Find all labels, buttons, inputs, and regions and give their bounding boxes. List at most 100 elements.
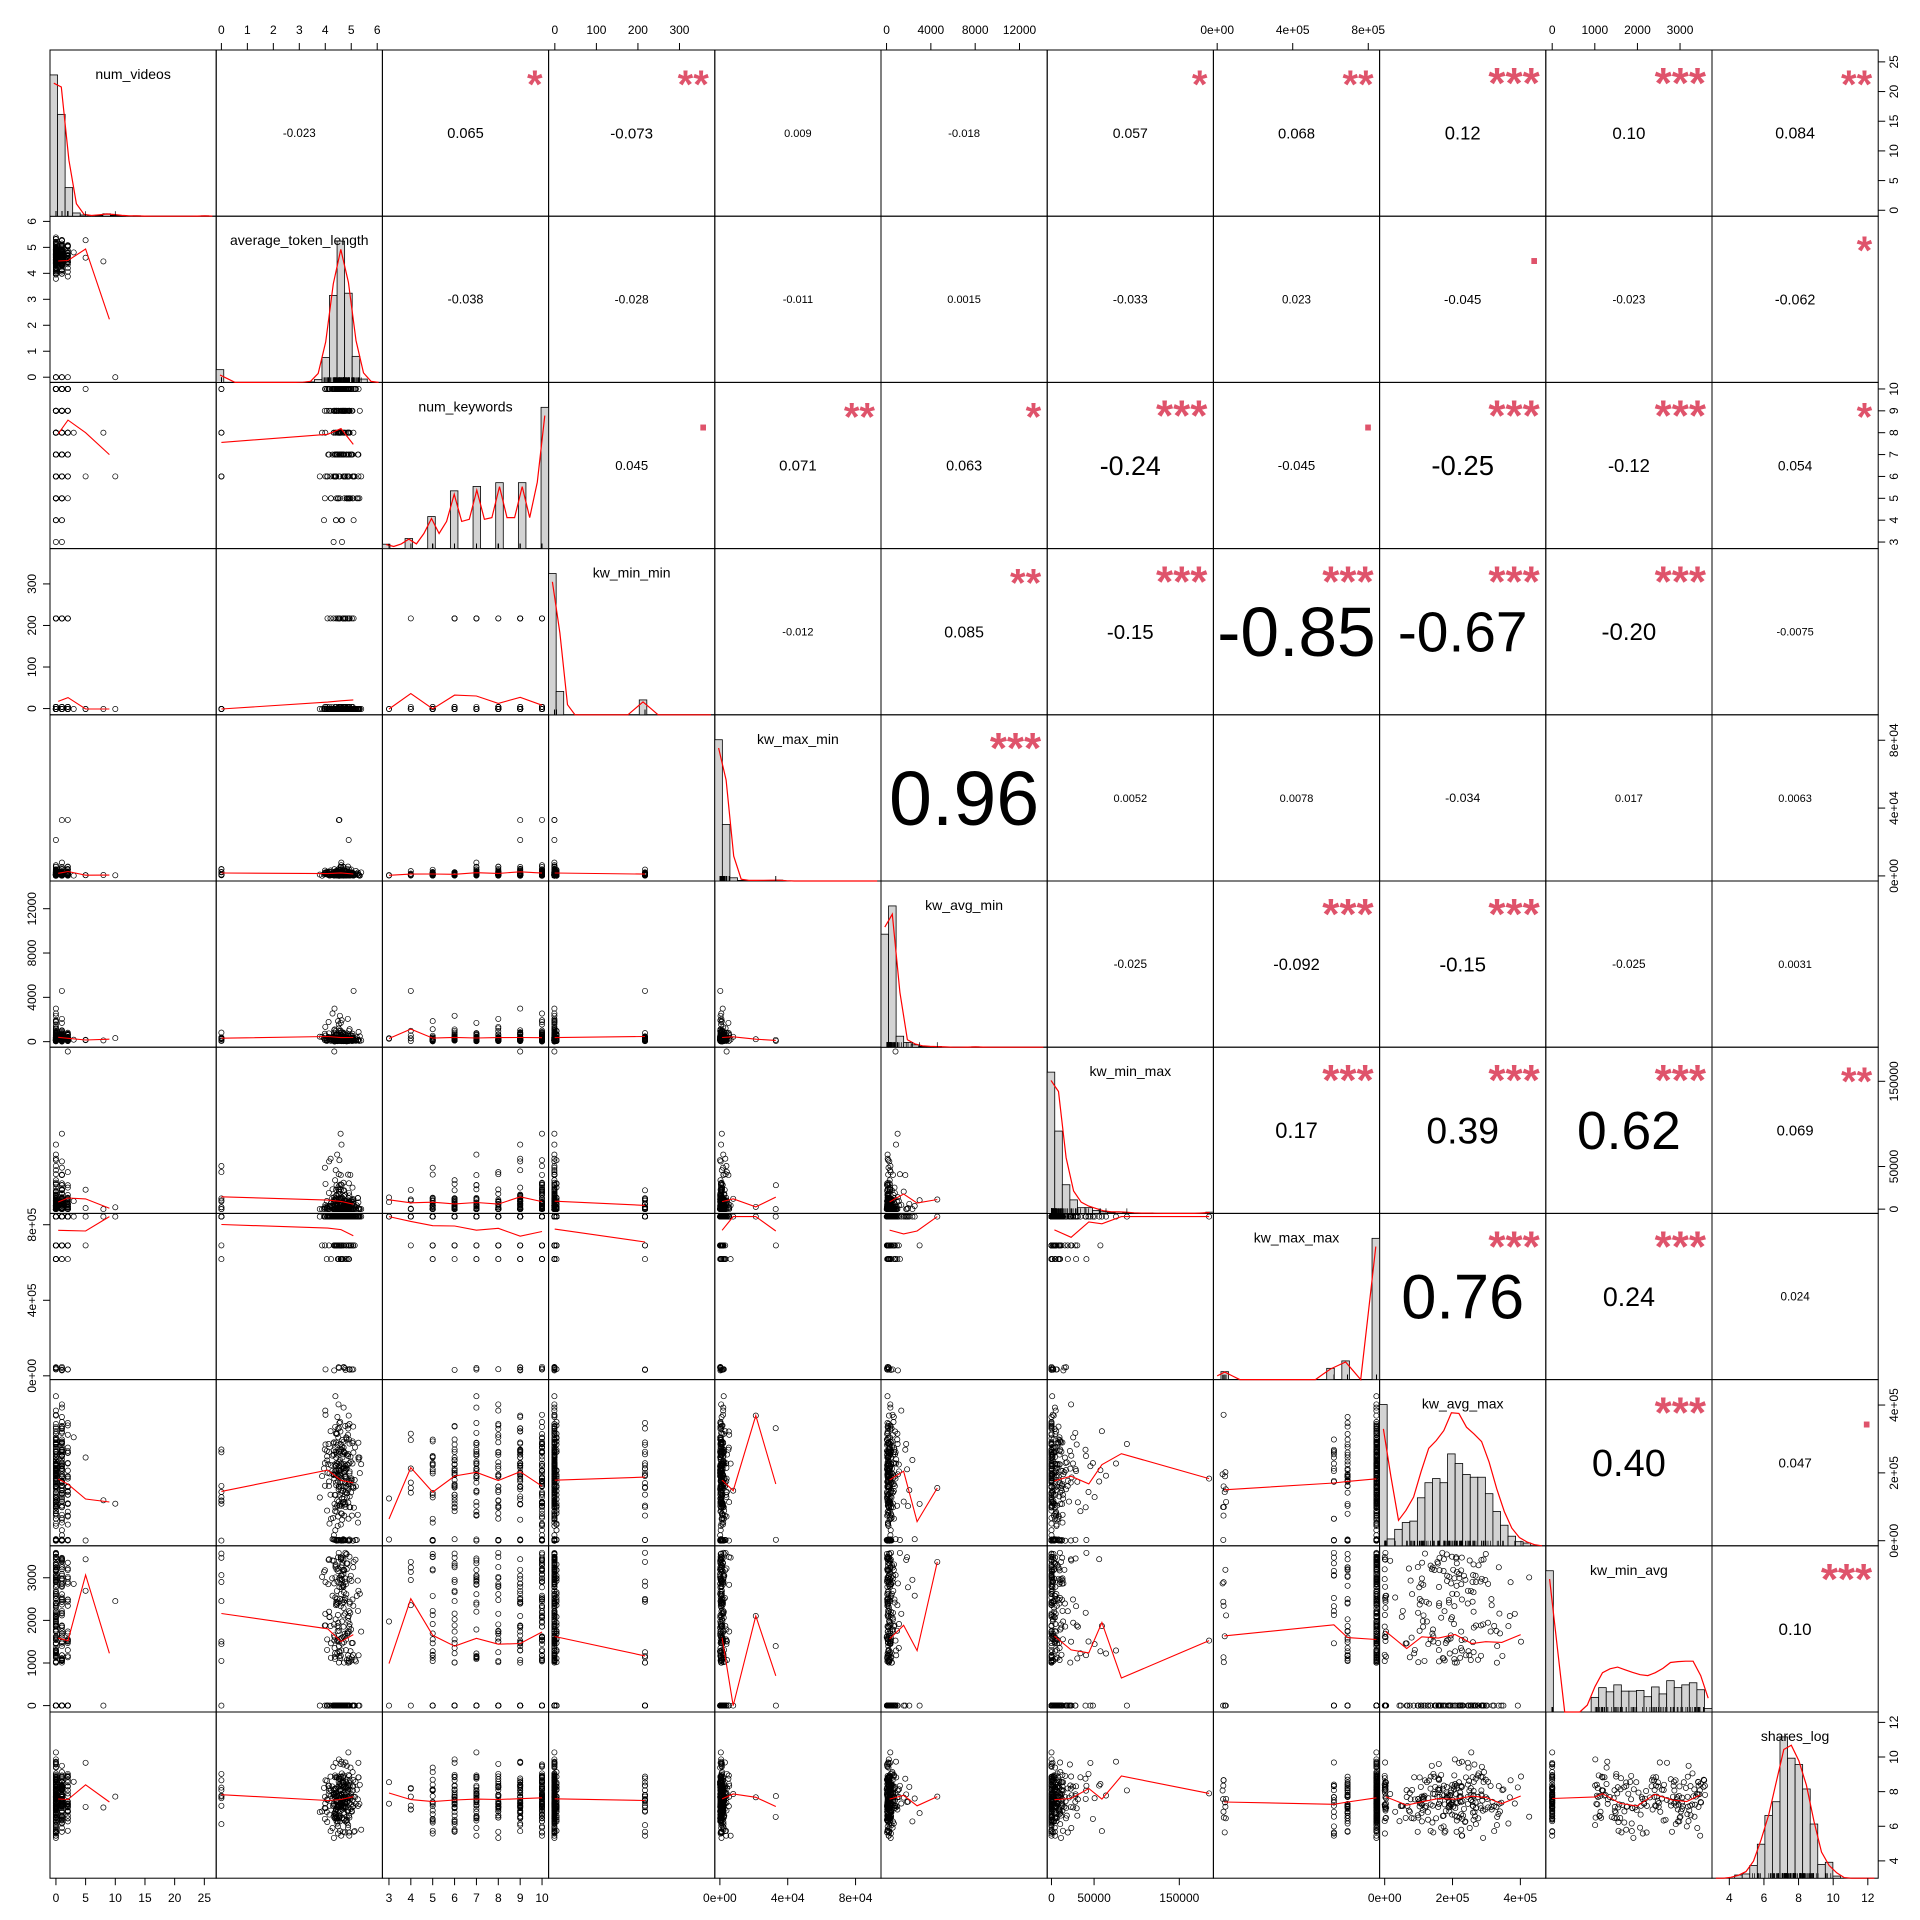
diagonal-panel-8: kw_avg_max [1379,1396,1543,1547]
histogram-bar [517,482,527,550]
scatter-point [64,250,71,257]
scatter-point [64,495,71,502]
scatter-point [64,261,71,268]
variable-label: kw_max_min [757,731,839,747]
histogram-bar [1371,1237,1380,1380]
scatter-point [82,386,89,392]
density-curve [1715,1744,1875,1879]
scatter-panel-1-0 [52,234,119,381]
histogram-bar [729,877,738,882]
scatter-point [52,539,59,545]
smooth-line [58,248,110,320]
histogram-bar [1394,1528,1403,1547]
histogram-bar [1817,1863,1826,1879]
scatter-point [64,374,71,381]
histogram-bar [495,482,504,550]
scatter-point [64,451,71,458]
density-curve [884,912,1044,1048]
histogram-bar [1077,1207,1086,1214]
scatter-point [82,237,89,244]
histogram-bar [1326,1367,1335,1381]
histogram-bar [1500,1524,1509,1547]
scatter-point [52,244,59,251]
histogram-bar [1787,1757,1796,1879]
histogram-bar [895,1035,905,1048]
variable-label: num_videos [95,66,171,82]
histogram-bar [1341,1360,1350,1381]
histogram-bar [1416,1497,1426,1547]
scatter-point [58,374,65,381]
density-curve [1216,1246,1377,1382]
scatter-point [70,429,77,436]
histogram-bar [1484,1493,1494,1547]
diagonal-panel-0: num_videos [49,66,213,217]
histogram-bar [427,516,436,549]
scatter-point [64,265,71,272]
density-curve [1382,1412,1543,1547]
scatter-point [58,237,65,244]
histogram-bar [1643,1696,1652,1713]
scatter-panel-2-0 [52,386,119,545]
density-curve [1050,1080,1210,1214]
histogram-bar [1099,1211,1109,1214]
scatter-point [52,235,59,242]
histogram-bar [540,406,550,549]
histogram-bar [888,905,897,1048]
scatter-point [52,260,59,267]
scatter-point [52,254,59,261]
diagonal-panel-5: kw_avg_min [880,897,1044,1048]
scatter-point [58,250,65,257]
histogram-bar [737,880,746,882]
histogram-bar [72,212,81,217]
scatter-point [52,275,59,282]
histogram-bar [64,187,74,217]
histogram-bar [1447,1453,1456,1547]
histogram-bar [314,379,323,383]
panel-layer: num_videos average_token_length num_keywor… [49,49,1879,1879]
variable-label: kw_avg_min [925,897,1003,913]
histogram-bar [1107,1212,1116,1214]
histogram-bar [548,573,557,716]
histogram-bar [79,214,89,217]
histogram-bar [1439,1482,1448,1547]
scatter-point [64,247,71,254]
histogram-bar [472,486,482,549]
histogram-bar [1605,1691,1615,1713]
histogram-bar [1454,1463,1464,1547]
variable-label: kw_avg_max [1422,1396,1504,1412]
scatter-point [58,240,65,247]
scatter-point [64,259,71,266]
variable-label: average_token_length [230,232,369,248]
histogram-bar [721,824,731,882]
density-curve [718,747,878,882]
scatter-point [70,249,77,256]
variable-label: shares_log [1761,1728,1830,1744]
diagonal-panel-9: kw_min_avg [1545,1562,1713,1713]
scatter-point [52,234,59,241]
variable-label: kw_max_max [1254,1229,1340,1245]
histogram-bar [1824,1861,1834,1879]
diagonal-panel-1: average_token_length [215,232,379,383]
scatter-point [58,259,65,266]
histogram-bar [1794,1764,1804,1879]
scatter-point [64,273,71,280]
scatter-point [58,247,65,254]
scatter-point [64,268,71,275]
histogram-bar [1401,1522,1411,1547]
histogram-bar [1651,1686,1660,1713]
scatter-point [52,248,59,255]
variable-label: kw_min_min [593,565,671,581]
histogram-bar [1492,1511,1501,1547]
histogram-bar [110,214,119,217]
histogram-bar [555,691,565,716]
variable-label: num_keywords [418,398,512,414]
diagonal-panel-10: shares_log [1715,1728,1875,1879]
scatter-point [58,451,65,458]
variable-label: kw_min_max [1089,1063,1171,1079]
diagonal-panel-7: kw_max_max [1216,1229,1380,1382]
histogram-bar [1386,1538,1396,1547]
diagonal-panel-4: kw_max_min [714,731,878,882]
histogram-bar [215,369,225,383]
scatter-point [52,245,59,252]
